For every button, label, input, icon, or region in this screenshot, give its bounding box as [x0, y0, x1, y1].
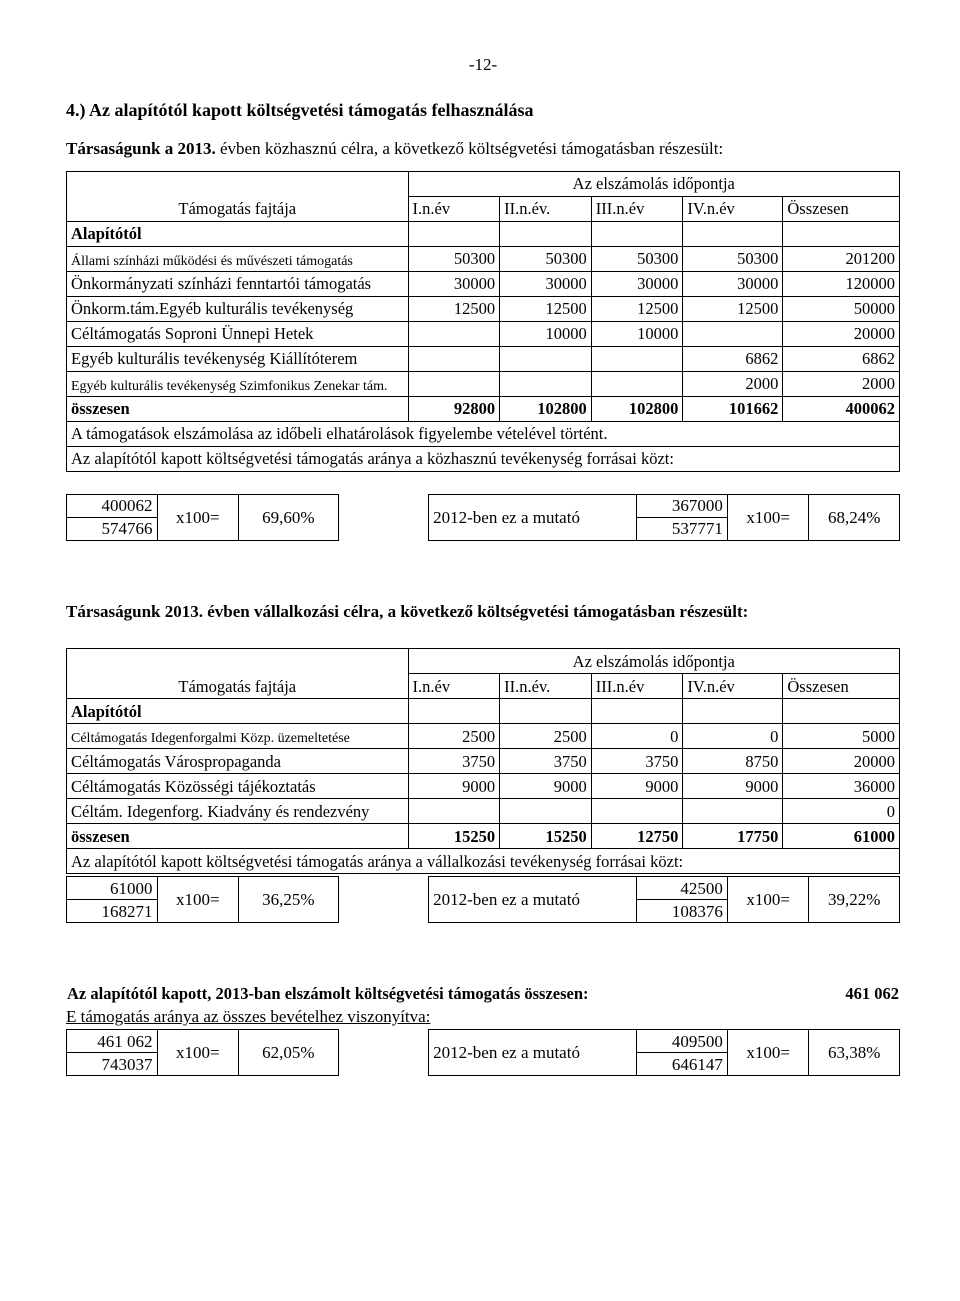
t2-hdr-label: Támogatás fajtája: [67, 649, 409, 699]
table-row: Céltám. Idegenforg. Kiadvány és rendezvé…: [67, 799, 900, 824]
ratio1: 400062 x100= 69,60% 2012-ben ez a mutató…: [66, 494, 900, 541]
section3-line1: Az alapítótól kapott, 2013-ban elszámolt…: [66, 983, 900, 1006]
t1-hdr-c4: IV.n.év: [683, 197, 783, 222]
table-row: Céltámogatás Közösségi tájékoztatás 9000…: [67, 774, 900, 799]
section2-para: Társaságunk 2013. évben vállalkozási cél…: [66, 601, 900, 622]
t1-note2: Az alapítótól kapott költségvetési támog…: [67, 447, 900, 472]
t1-hdr-label: Támogatás fajtája: [67, 172, 409, 222]
ratio2: 61000 x100= 36,25% 2012-ben ez a mutató …: [66, 876, 900, 923]
t2-hdr-group: Az elszámolás időpontja: [408, 649, 899, 674]
table-row: Önkorm.tám.Egyéb kulturális tevékenység …: [67, 297, 900, 322]
t1-hdr-c5: Összesen: [783, 197, 900, 222]
table-row: Egyéb kulturális tevékenység Szimfonikus…: [67, 372, 900, 397]
t1-alapitotol: Alapítótól: [67, 222, 409, 247]
page-number: -12-: [66, 54, 900, 75]
table2: Támogatás fajtája Az elszámolás időpontj…: [66, 648, 900, 874]
t1-hdr-c1: I.n.év: [408, 197, 500, 222]
t2-total-row: összesen 15250 15250 12750 17750 61000: [67, 824, 900, 849]
ratio3: 461 062 x100= 62,05% 2012-ben ez a mutat…: [66, 1029, 900, 1076]
table-row: Önkormányzati színházi fenntartói támoga…: [67, 272, 900, 297]
table1: Támogatás fajtája Az elszámolás időpontj…: [66, 171, 900, 492]
section1-para: Társaságunk a 2013. évben közhasznú célr…: [66, 138, 900, 159]
t1-hdr-group: Az elszámolás időpontja: [408, 172, 899, 197]
table-row: Céltámogatás Várospropaganda 3750 3750 3…: [67, 749, 900, 774]
t2-note: Az alapítótól kapott költségvetési támog…: [67, 849, 900, 874]
section3-line2: E támogatás aránya az összes bevételhez …: [66, 1006, 900, 1027]
table-row: Állami színházi működési és művészeti tá…: [67, 247, 900, 272]
section1-title: 4.) Az alapítótól kapott költségvetési t…: [66, 99, 900, 122]
t1-hdr-c3: III.n.év: [591, 197, 683, 222]
table-row: Céltámogatás Soproni Ünnepi Hetek 10000 …: [67, 322, 900, 347]
t1-total-row: összesen 92800 102800 102800 101662 4000…: [67, 397, 900, 422]
table-row: Egyéb kulturális tevékenység Kiállítóter…: [67, 347, 900, 372]
table-row: Céltámogatás Idegenforgalmi Közp. üzemel…: [67, 724, 900, 749]
t1-note1: A támogatások elszámolása az időbeli elh…: [67, 422, 900, 447]
t1-hdr-c2: II.n.év.: [500, 197, 592, 222]
